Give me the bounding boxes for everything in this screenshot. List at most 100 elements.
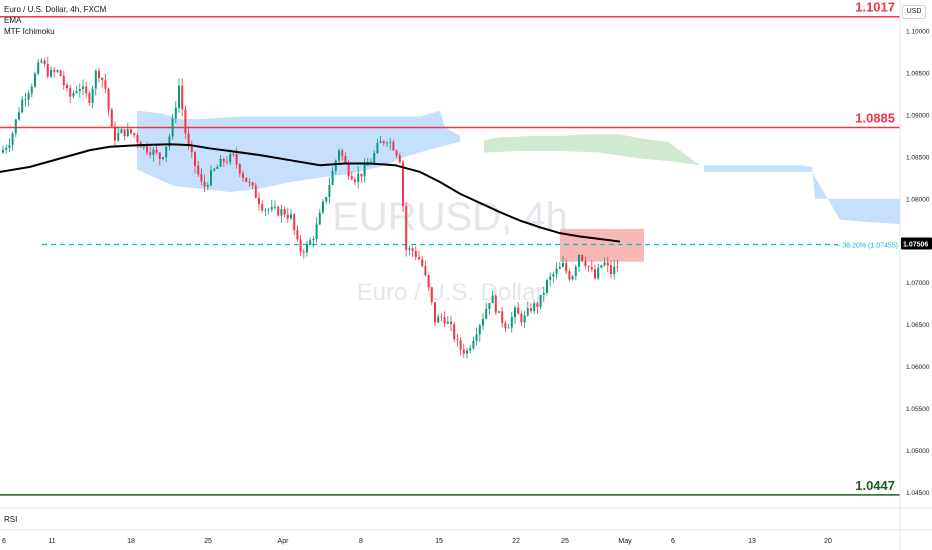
candle-body-151 <box>485 308 488 319</box>
ichimoku-legend[interactable]: MTF Ichimoku <box>4 27 55 36</box>
candle-body-39 <box>126 129 129 137</box>
candle-body-125 <box>402 162 404 206</box>
candle-body-69 <box>222 159 225 162</box>
time-tick-5: 8 <box>359 538 363 545</box>
candle-body-101 <box>325 196 328 202</box>
candle-body-123 <box>395 150 398 156</box>
candle-body-120 <box>386 142 388 144</box>
level-label-1: 1.0885 <box>855 110 895 125</box>
candle-body-24 <box>78 88 81 92</box>
candle-body-75 <box>242 173 244 178</box>
candle-body-28 <box>91 88 94 104</box>
candle-body-122 <box>392 142 395 151</box>
candle-body-35 <box>114 126 116 141</box>
candle-body-59 <box>190 145 193 152</box>
candle-body-85 <box>274 206 276 208</box>
candle-body-162 <box>520 313 523 323</box>
symbol-title[interactable]: Euro / U.S. Dollar, 4h, FXCM <box>4 5 107 14</box>
candle-body-182 <box>584 260 587 267</box>
candle-body-9 <box>30 86 33 94</box>
candle-body-54 <box>174 107 177 119</box>
price-tick-0: 1.10000 <box>906 28 930 35</box>
candle-body-67 <box>216 166 219 169</box>
level-label-2: 1.0447 <box>855 478 895 493</box>
time-tick-10: 6 <box>671 538 675 545</box>
candle-body-81 <box>261 204 264 211</box>
candle-body-70 <box>226 161 228 163</box>
candle-body-190 <box>610 265 612 275</box>
time-tick-1: 11 <box>48 538 55 545</box>
candle-body-165 <box>530 308 532 312</box>
price-tick-8: 1.05500 <box>906 406 930 413</box>
candle-body-106 <box>341 150 344 157</box>
ichimoku-cloud-green <box>484 134 700 166</box>
time-tick-0: 6 <box>2 538 6 545</box>
candle-body-189 <box>606 262 609 266</box>
candle-body-138 <box>443 317 446 324</box>
candle-body-107 <box>344 156 347 164</box>
time-tick-2: 18 <box>127 538 135 545</box>
candle-body-61 <box>197 165 200 175</box>
candle-body-118 <box>379 141 382 144</box>
candle-body-92 <box>296 229 299 240</box>
candle-body-181 <box>581 254 584 261</box>
currency-button[interactable]: USD <box>902 5 926 19</box>
candle-body-124 <box>398 155 401 163</box>
candle-body-46 <box>149 152 152 155</box>
candle-body-3 <box>11 133 14 145</box>
candle-body-37 <box>120 129 123 134</box>
fib-label: – 38.20% (1.07455) <box>837 242 899 249</box>
candle-body-45 <box>146 145 148 153</box>
candle-body-164 <box>526 308 529 316</box>
candle-body-100 <box>322 201 324 213</box>
candle-body-52 <box>168 136 171 147</box>
candle-body-143 <box>459 340 462 350</box>
candle-body-18 <box>59 70 62 77</box>
rsi-pane-label[interactable]: RSI <box>4 515 18 524</box>
candle-body-30 <box>98 70 100 78</box>
candle-body-23 <box>75 91 78 94</box>
candle-body-159 <box>510 317 513 328</box>
candle-body-41 <box>133 133 136 136</box>
candle-body-33 <box>107 88 110 110</box>
ema-legend[interactable]: EMA <box>4 16 22 25</box>
candle-body-36 <box>117 133 120 141</box>
candle-body-192 <box>616 266 619 268</box>
candle-body-111 <box>357 173 360 182</box>
candle-body-170 <box>546 280 548 293</box>
candle-body-158 <box>507 327 510 329</box>
time-tick-6: 15 <box>435 538 443 545</box>
candle-body-53 <box>171 118 174 137</box>
candle-body-98 <box>315 224 318 239</box>
watermark-ticker: EURUSD, 4h <box>332 195 568 239</box>
candle-body-78 <box>251 182 254 186</box>
candle-body-110 <box>354 179 356 182</box>
candle-body-89 <box>286 214 289 219</box>
candle-body-103 <box>331 170 334 185</box>
candle-body-29 <box>94 70 97 89</box>
price-axis[interactable]: 1.10000 1.09500 1.09000 1.08500 1.08000 1.070… <box>899 0 932 550</box>
candle-body-95 <box>306 244 308 253</box>
candle-body-130 <box>418 257 420 260</box>
supply-zone <box>560 228 644 262</box>
ichimoku-cloud-blue <box>137 110 460 193</box>
price-tick-10: 1.04500 <box>906 490 930 497</box>
candle-body-105 <box>338 150 340 161</box>
candle-body-72 <box>232 153 235 155</box>
candle-body-161 <box>517 307 520 314</box>
candle-body-55 <box>178 85 180 108</box>
time-axis[interactable]: 6 11 18 25 Apr 8 15 22 25 May 6 13 20 <box>0 507 932 545</box>
candle-body-80 <box>258 197 260 205</box>
candle-body-127 <box>408 248 411 250</box>
candle-body-71 <box>229 153 232 163</box>
candle-body-128 <box>411 248 414 252</box>
price-tick-1: 1.09500 <box>906 70 930 77</box>
candle-body-13 <box>43 60 46 65</box>
chart-legend: Euro / U.S. Dollar, 4h, FXCM EMA MTF Ich… <box>4 4 106 37</box>
ema-line <box>0 143 621 243</box>
candle-body-185 <box>594 269 596 279</box>
candle-body-73 <box>235 154 238 165</box>
candle-body-166 <box>533 303 536 312</box>
candle-body-48 <box>155 149 158 153</box>
